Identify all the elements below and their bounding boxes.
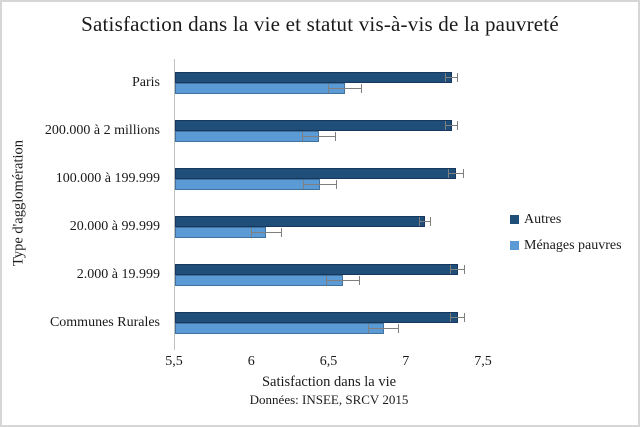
error-bar (303, 180, 338, 189)
x-tick-label: 6 (247, 354, 255, 369)
legend-item-menages-pauvres: Ménages pauvres (510, 237, 622, 254)
error-bar (250, 228, 282, 237)
x-tick-label: 6,5 (319, 354, 338, 369)
bar-series-1 (175, 179, 321, 190)
x-tick-label: 7 (402, 354, 410, 369)
error-bar (326, 276, 361, 285)
category-label: Paris (132, 75, 160, 90)
error-bar (419, 217, 432, 226)
category-label: 100.000 à 199.999 (55, 171, 160, 186)
error-bar (368, 324, 400, 333)
bar-series-0 (175, 216, 426, 227)
bar-series-0 (175, 168, 457, 179)
chart-title: Satisfaction dans la vie et statut vis-à… (81, 12, 559, 36)
x-axis-label: Satisfaction dans la vie (261, 374, 397, 390)
error-bar (445, 73, 458, 82)
error-bar (445, 121, 458, 130)
legend-label-menages-pauvres: Ménages pauvres (524, 237, 622, 253)
category-label: Communes Rurales (49, 315, 160, 330)
error-bar (448, 169, 464, 178)
error-bar (327, 84, 362, 93)
bar-series-1 (175, 131, 319, 142)
bar-series-0 (175, 72, 452, 83)
error-bar (450, 313, 466, 322)
x-tick-label: 7,5 (474, 354, 492, 369)
legend-swatch-autres (510, 215, 519, 224)
error-bar (301, 132, 336, 141)
category-label: 200.000 à 2 millions (44, 123, 160, 138)
legend-label-autres: Autres (524, 211, 562, 227)
legend: Autres Ménages pauvres (510, 211, 622, 263)
source-note: Données: INSEE, SRCV 2015 (249, 392, 409, 407)
legend-item-autres: Autres (510, 211, 622, 228)
bar-series-0 (175, 120, 452, 131)
category-label: 2.000 à 19.999 (76, 267, 160, 282)
x-axis-ticks: 5,5 6 6,5 7 7,5 (165, 354, 492, 372)
category-labels: Paris 200.000 à 2 millions 100.000 à 199.9… (2, 59, 167, 347)
bar-series-0 (175, 264, 458, 275)
error-bar (450, 265, 466, 274)
y-axis-line (174, 59, 175, 350)
category-label: 20.000 à 99.999 (69, 219, 160, 234)
plot-area (175, 59, 484, 347)
bar-series-1 (175, 323, 384, 334)
x-tick-label: 5,5 (165, 354, 183, 369)
bar-series-1 (175, 275, 344, 286)
bar-series-1 (175, 83, 345, 94)
legend-swatch-menages-pauvres (510, 241, 519, 250)
bar-series-0 (175, 312, 458, 323)
